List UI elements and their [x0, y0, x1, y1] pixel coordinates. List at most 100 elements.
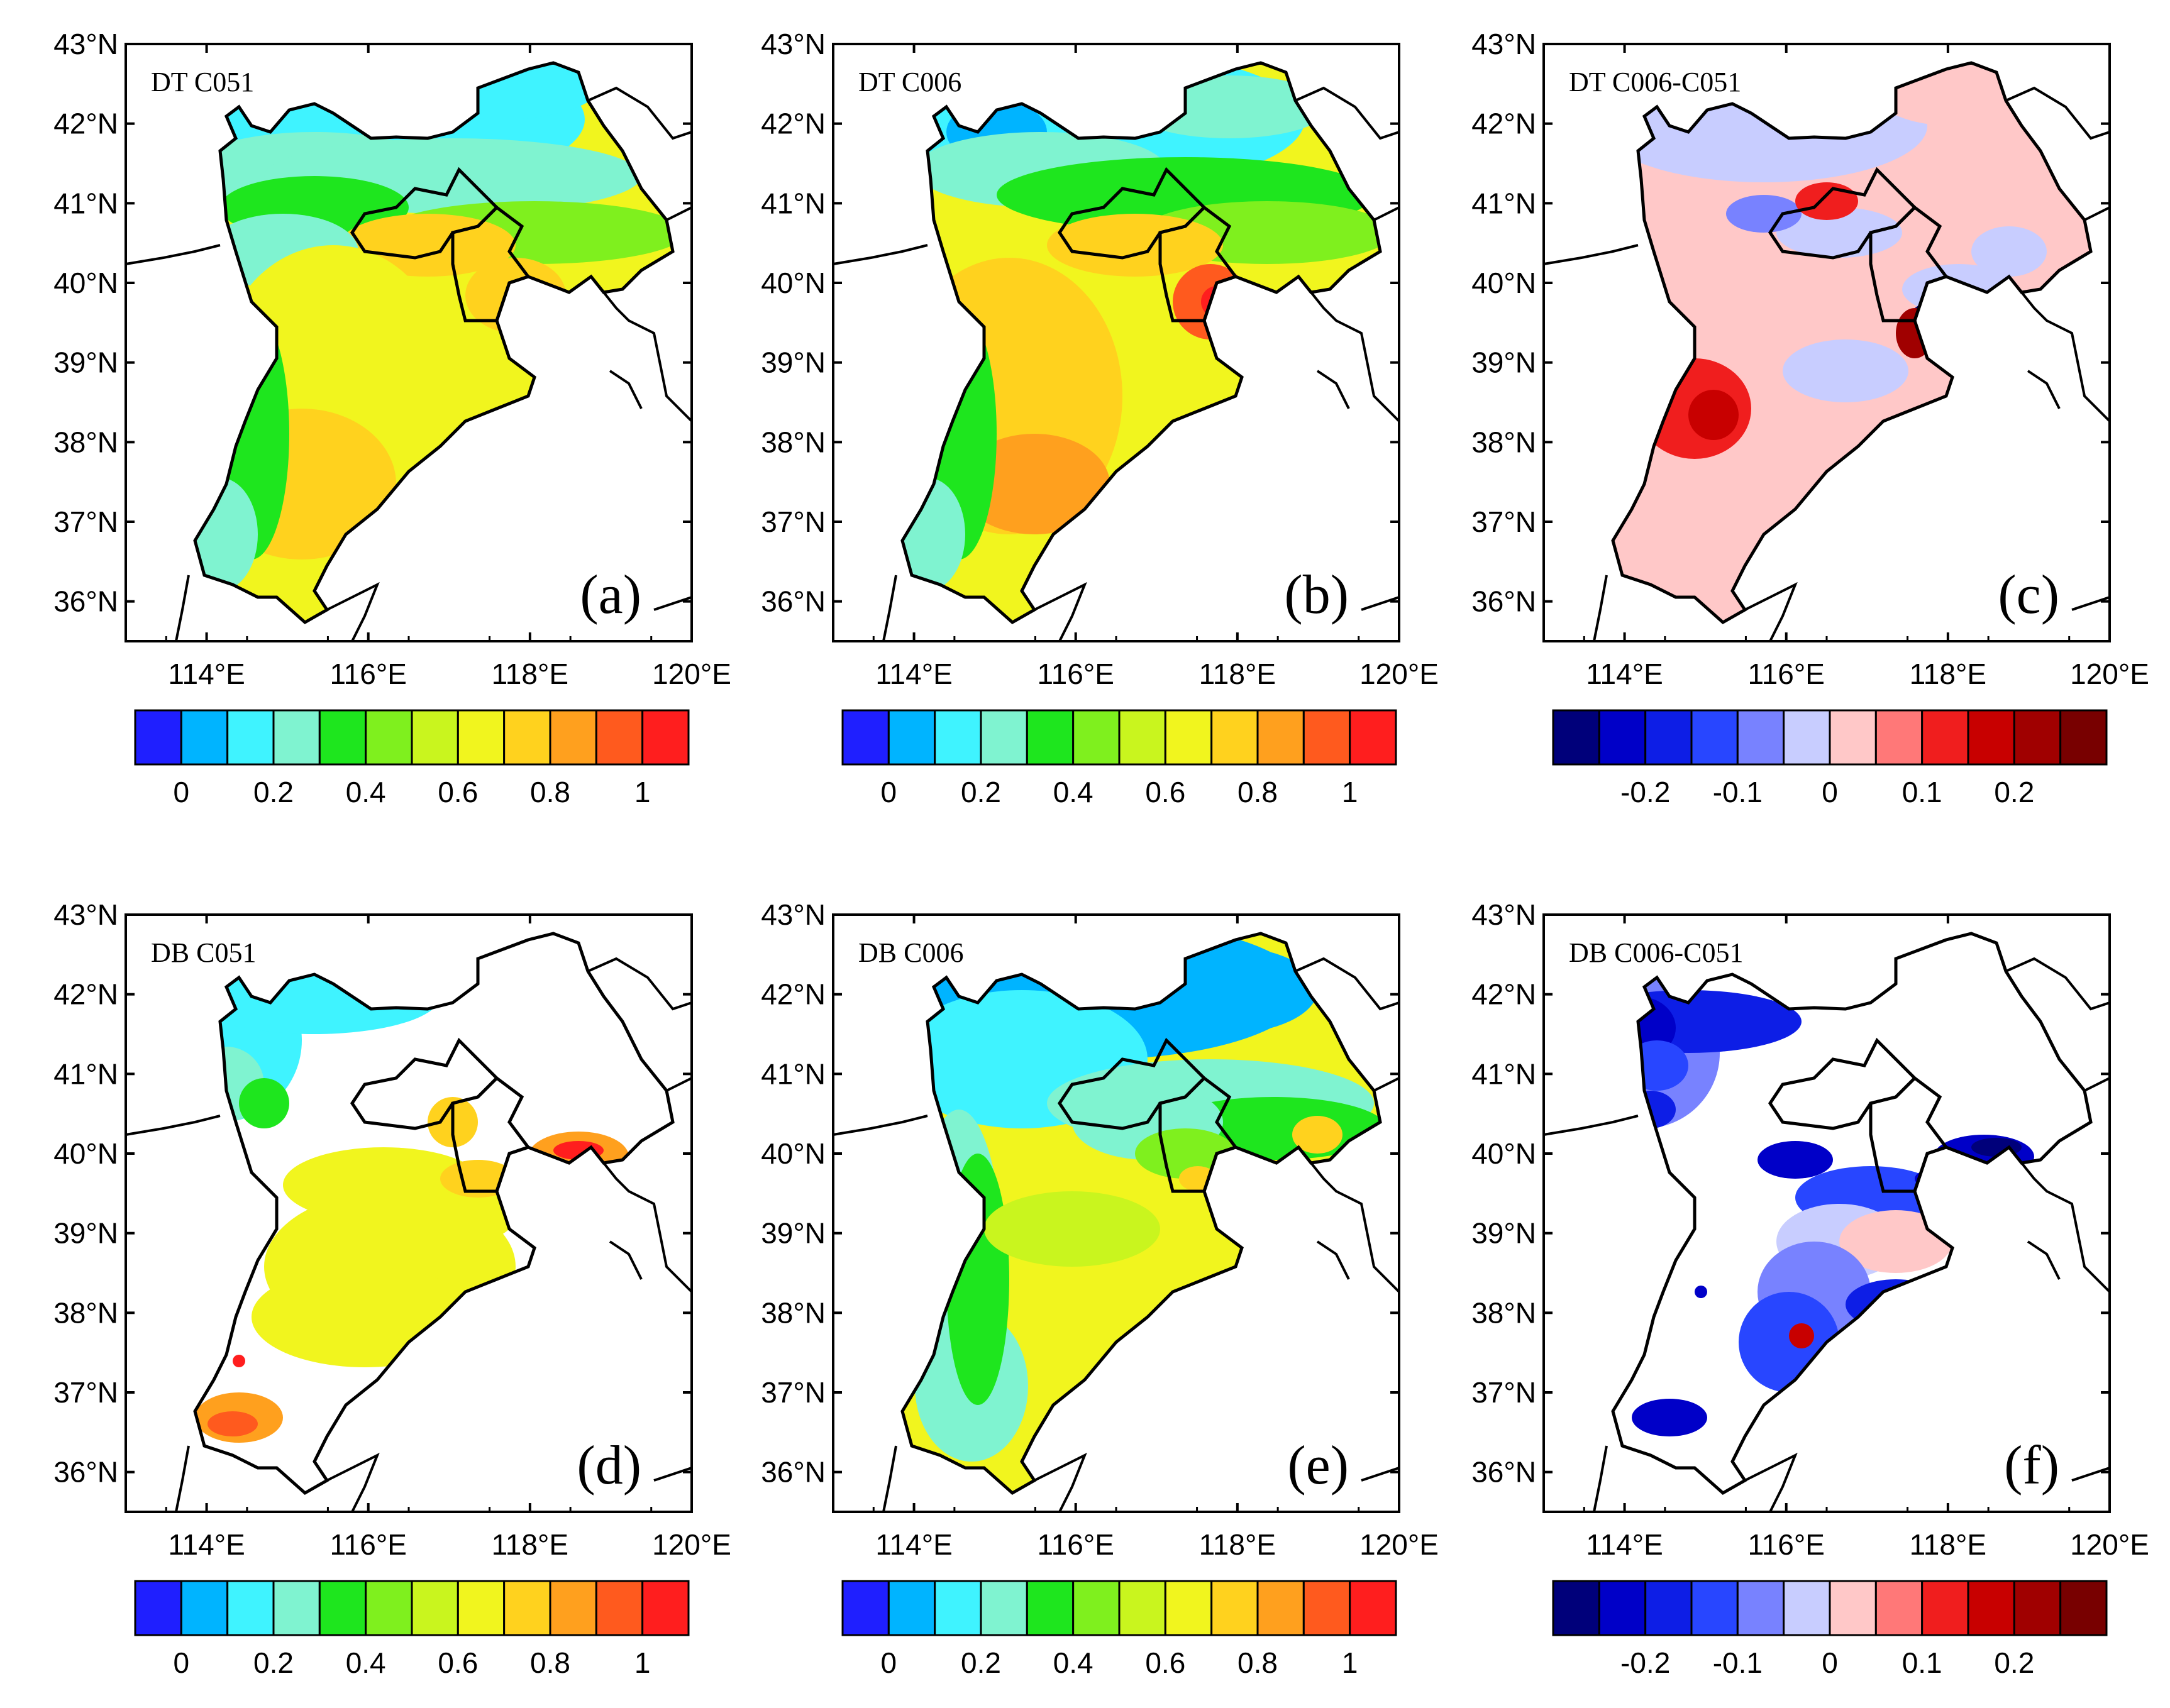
colorbar-label: 1 — [634, 1646, 651, 1679]
coastline — [1034, 1452, 1087, 1512]
lon-tick-label: 118°E — [492, 658, 568, 690]
colorbar-label: -0.1 — [1713, 776, 1763, 808]
field-patch — [1625, 1040, 1688, 1091]
colorbar-swatch — [549, 1580, 597, 1636]
colorbar-label: 0 — [881, 1646, 897, 1679]
border-line — [2084, 1077, 2110, 1092]
colorbar-label: 0.6 — [438, 776, 478, 808]
tianjin-outline — [1869, 1076, 1949, 1193]
data-field — [902, 934, 1380, 1493]
colorbar-label: -0.2 — [1620, 1646, 1670, 1679]
colorbar-label: 0 — [1822, 1646, 1838, 1679]
colorbar-label: 0 — [1822, 776, 1838, 808]
panel-title: DB C051 — [151, 937, 256, 968]
lat-tick-label: 39°N — [53, 346, 118, 379]
colorbar-swatch — [641, 1580, 690, 1636]
lat-tick-label: 38°N — [761, 1296, 826, 1329]
field-patch — [1971, 226, 2047, 277]
colorbar-label: 1 — [1342, 1646, 1358, 1679]
colorbar-swatch — [1552, 1580, 1600, 1636]
coastline — [1744, 1452, 1798, 1512]
panel-letter: (b) — [1284, 565, 1349, 625]
lat-tick-label: 40°N — [761, 1137, 826, 1170]
panel-letter: (c) — [1998, 565, 2059, 625]
lon-tick-label: 116°E — [330, 1528, 407, 1561]
coastline — [1310, 1162, 1400, 1293]
lon-tick-label: 114°E — [168, 1528, 245, 1561]
border-line — [1373, 206, 1400, 221]
colorbar-swatch — [1921, 709, 1969, 766]
lat-tick-label: 37°N — [1471, 505, 1536, 538]
border-line — [587, 86, 692, 140]
lon-tick-label: 120°E — [2070, 1528, 2149, 1561]
lon-tick-label: 120°E — [652, 1528, 731, 1561]
province-outline — [193, 61, 675, 625]
border-line — [2084, 206, 2110, 221]
colorbar-swatch — [595, 709, 644, 766]
lon-tick-label: 116°E — [1748, 1528, 1825, 1561]
lat-tick-label: 36°N — [1471, 1456, 1536, 1489]
panel-title: DT C006 — [858, 67, 961, 97]
lon-tick-label: 116°E — [1038, 658, 1114, 690]
lat-tick-label: 43°N — [761, 898, 826, 931]
lat-tick-label: 40°N — [53, 267, 118, 299]
colorbar-swatch — [549, 709, 597, 766]
colorbar-swatch — [411, 709, 459, 766]
colorbar-swatch — [134, 1580, 182, 1636]
border-line — [1373, 1077, 1400, 1092]
lat-tick-label: 39°N — [53, 1217, 118, 1250]
colorbar-swatch — [457, 709, 506, 766]
lat-tick-label: 42°N — [53, 978, 118, 1011]
colorbar-label: 0 — [174, 776, 190, 808]
lon-tick-label: 114°E — [1586, 1528, 1663, 1561]
colorbar-swatch — [1164, 709, 1213, 766]
lat-tick-label: 36°N — [53, 1456, 118, 1489]
border-line — [882, 575, 897, 642]
colorbar-label: 0.1 — [1902, 1646, 1942, 1679]
border-line — [833, 244, 928, 265]
lon-tick-label: 114°E — [168, 658, 245, 690]
colorbar-swatch — [411, 1580, 459, 1636]
panel-letter: (f) — [2004, 1435, 2059, 1496]
lon-tick-label: 118°E — [1199, 1528, 1276, 1561]
border-line — [666, 206, 692, 221]
lat-tick-label: 36°N — [761, 585, 826, 618]
tianjin-outline — [1869, 205, 1949, 322]
lon-tick-label: 114°E — [875, 1528, 952, 1561]
colorbar-swatch — [1164, 1580, 1213, 1636]
lat-tick-label: 41°N — [761, 187, 826, 219]
colorbar-swatch — [1598, 1580, 1647, 1636]
colorbar-swatch — [272, 709, 321, 766]
colorbar-label: 0.4 — [346, 1646, 386, 1679]
coastline — [653, 596, 692, 611]
colorbar-swatch — [641, 709, 690, 766]
colorbar-swatch — [1026, 709, 1075, 766]
colorbar-swatch — [887, 1580, 936, 1636]
colorbar-label: 0.6 — [438, 1646, 478, 1679]
colorbar: 0 0.2 0.4 0.6 0.8 1 — [841, 709, 1397, 808]
colorbar-label: 0.8 — [530, 1646, 570, 1679]
beijing-outline — [1768, 1037, 1917, 1130]
lon-tick-label: 118°E — [1199, 658, 1276, 690]
border-line — [1316, 370, 1350, 409]
border-line — [1316, 1240, 1350, 1280]
lon-tick-label: 114°E — [1586, 658, 1663, 690]
colorbar-label: 0.6 — [1145, 1646, 1185, 1679]
lat-tick-label: 38°N — [1471, 1296, 1536, 1329]
field-patch — [1688, 390, 1739, 440]
lat-tick-label: 39°N — [1471, 346, 1536, 379]
field-patch — [1632, 1399, 1707, 1436]
colorbar-swatch — [1690, 1580, 1739, 1636]
coastline — [1361, 596, 1400, 611]
border-line — [2027, 370, 2061, 409]
lat-tick-label: 38°N — [761, 426, 826, 458]
lon-tick-label: 118°E — [1910, 1528, 1986, 1561]
field-patch — [239, 1078, 289, 1128]
border-line — [125, 1115, 221, 1136]
colorbar-swatch — [457, 1580, 506, 1636]
lat-tick-label: 43°N — [761, 28, 826, 60]
colorbar-label: 1 — [634, 776, 651, 808]
province-outline — [193, 932, 675, 1496]
lon-tick-label: 118°E — [492, 1528, 568, 1561]
